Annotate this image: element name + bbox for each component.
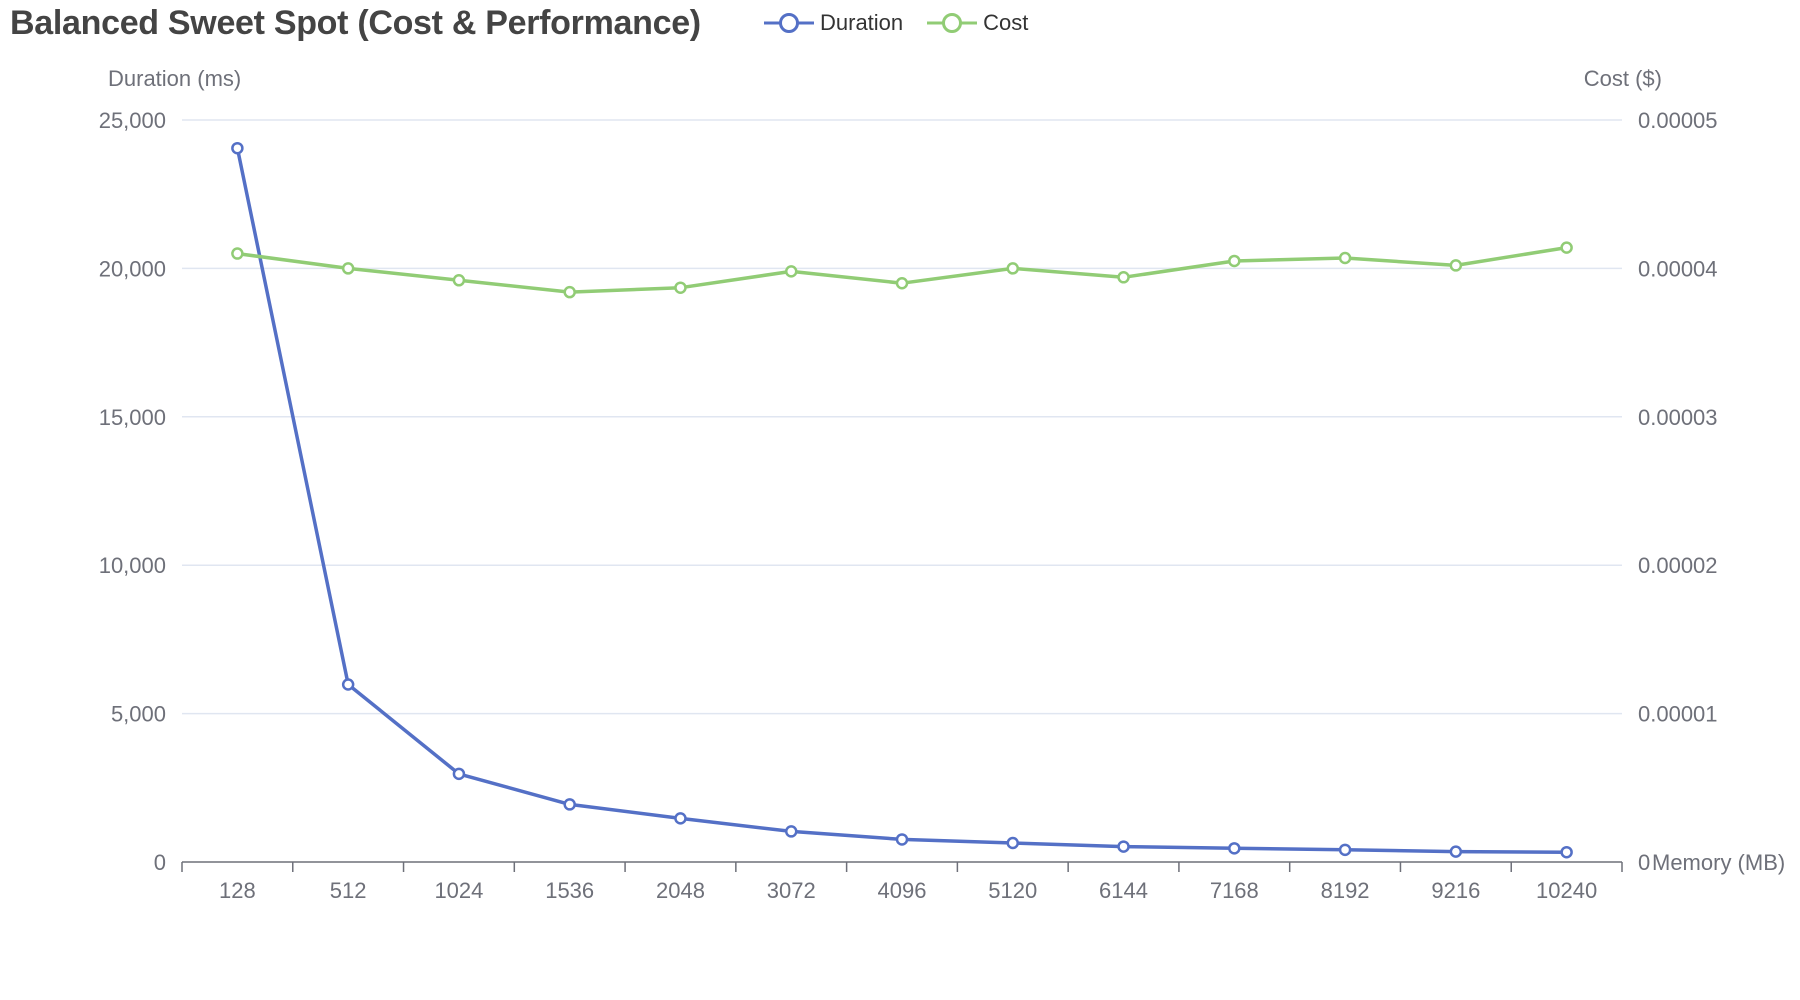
data-point-cost <box>1228 254 1241 268</box>
data-point-duration <box>1560 845 1573 859</box>
x-tick-label: 7168 <box>1210 878 1259 903</box>
data-point-duration <box>674 812 687 825</box>
y-right-tick-label: 0.00001 <box>1638 702 1718 727</box>
data-point-cost <box>341 262 355 275</box>
data-point-cost <box>231 247 244 260</box>
data-point-cost <box>1117 271 1130 284</box>
y-left-axis-label: Duration (ms) <box>108 66 241 91</box>
data-point-duration <box>563 798 576 811</box>
x-tick-label: 10240 <box>1536 878 1597 903</box>
data-point-cost <box>674 281 687 294</box>
y-right-tick-label: 0.00005 <box>1638 108 1718 133</box>
x-tick-label: 128 <box>219 878 256 903</box>
y-left-tick-label: 15,000 <box>99 405 166 430</box>
legend: Duration Cost <box>762 8 1050 38</box>
legend-item-cost[interactable]: Cost <box>925 8 1028 38</box>
x-tick-label: 8192 <box>1321 878 1370 903</box>
chart-title: Balanced Sweet Spot (Cost & Performance) <box>10 4 701 42</box>
data-point-duration <box>1338 843 1352 857</box>
x-axis-label: Memory (MB) <box>1652 850 1785 875</box>
legend-duration-symbol-icon <box>764 13 814 33</box>
data-point-cost <box>1006 262 1020 275</box>
x-tick-label: 3072 <box>767 878 816 903</box>
data-point-duration <box>895 833 909 846</box>
data-point-duration <box>1449 845 1463 858</box>
y-left-tick-label: 20,000 <box>99 256 166 281</box>
y-right-tick-label: 0.00004 <box>1638 256 1718 281</box>
x-tick-label: 2048 <box>656 878 705 903</box>
x-tick-label: 6144 <box>1099 878 1148 903</box>
y-left-tick-label: 25,000 <box>99 108 166 133</box>
data-point-cost <box>784 265 798 278</box>
data-point-cost <box>1560 241 1573 254</box>
legend-label-cost: Cost <box>983 10 1029 35</box>
x-tick-label: 512 <box>330 878 367 903</box>
data-point-cost <box>1449 259 1463 272</box>
y-right-tick-label: 0.00002 <box>1638 553 1718 578</box>
data-point-duration <box>1228 842 1241 855</box>
y-right-axis-label: Cost ($) <box>1584 66 1662 91</box>
legend-item-duration[interactable]: Duration <box>762 8 903 38</box>
data-point-cost <box>563 285 576 299</box>
x-tick-label: 1024 <box>434 878 483 903</box>
data-point-duration <box>1117 840 1130 853</box>
x-tick-label: 5120 <box>988 878 1037 903</box>
y-right-tick-label: 0 <box>1638 850 1650 875</box>
data-point-cost <box>895 276 909 290</box>
data-point-cost <box>452 274 466 287</box>
data-point-duration <box>341 678 355 691</box>
data-point-duration <box>452 767 466 781</box>
legend-label-duration: Duration <box>820 10 904 35</box>
data-point-duration <box>231 141 244 155</box>
y-right-tick-label: 0.00003 <box>1638 405 1718 430</box>
legend-cost-symbol-icon <box>927 13 978 33</box>
series-line-duration <box>235 147 1567 854</box>
data-point-cost <box>1338 251 1352 265</box>
data-point-duration <box>784 825 798 838</box>
y-left-tick-label: 10,000 <box>99 553 166 578</box>
x-tick-label: 4096 <box>878 878 927 903</box>
y-left-tick-label: 5,000 <box>111 702 166 727</box>
y-left-tick-label: 0 <box>154 850 166 875</box>
x-tick-label: 9216 <box>1431 878 1480 903</box>
data-point-duration <box>1006 836 1020 850</box>
x-tick-label: 1536 <box>545 878 594 903</box>
